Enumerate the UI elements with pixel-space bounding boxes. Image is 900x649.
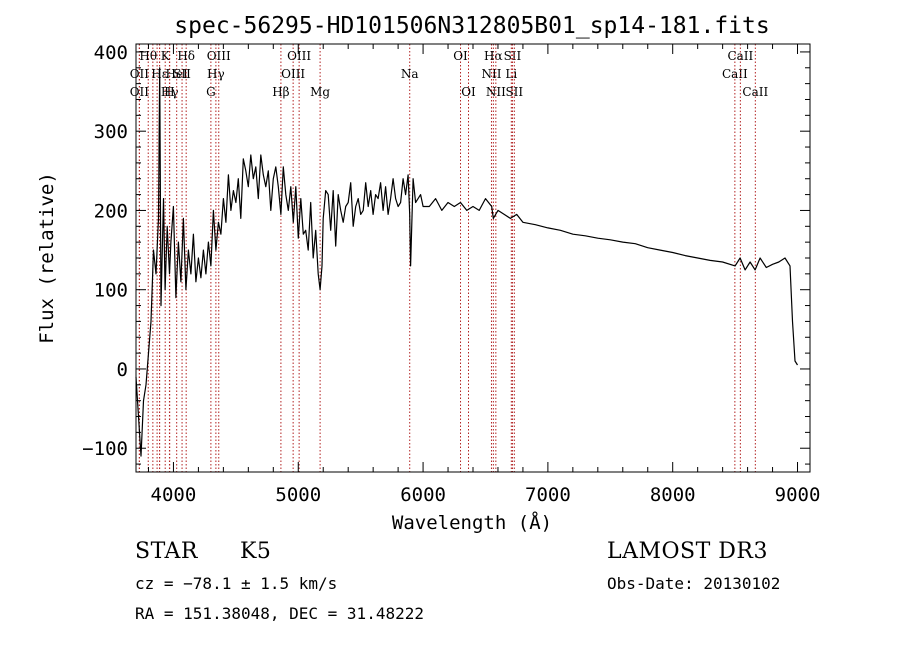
y-tick-label: 100 — [94, 280, 128, 302]
line-marker-label: CaII — [727, 49, 753, 63]
x-axis-ticks: 4000 5000 6000 7000 8000 9000 — [147, 44, 821, 506]
line-marker-label: SII — [505, 85, 523, 99]
x-tick-label: 9000 — [775, 484, 821, 506]
sky-coordinates: RA = 151.38048, DEC = 31.48222 — [135, 604, 424, 623]
y-tick-label: −100 — [82, 438, 128, 460]
line-marker-label: CaII — [742, 85, 768, 99]
line-marker-label: OIII — [281, 67, 305, 81]
line-marker-label: CaII — [722, 67, 748, 81]
x-tick-label: 5000 — [275, 484, 321, 506]
line-marker-label: K — [161, 49, 171, 63]
line-marker-label: H — [164, 85, 174, 99]
line-marker-label: OII — [130, 67, 150, 81]
x-tick-label: 7000 — [525, 484, 571, 506]
line-marker-label: OIII — [207, 49, 231, 63]
y-tick-label: 200 — [94, 200, 128, 222]
line-marker-label: G — [206, 85, 216, 99]
line-marker-label: NII — [481, 67, 501, 81]
x-tick-label: 6000 — [400, 484, 446, 506]
y-tick-label: 300 — [94, 121, 128, 143]
line-marker-label: Hθ — [139, 49, 157, 63]
y-tick-label: 0 — [117, 359, 128, 381]
x-tick-label: 4000 — [151, 484, 197, 506]
line-marker-label: Hγ — [161, 85, 179, 99]
x-tick-label: 8000 — [650, 484, 696, 506]
chart-title: spec-56295-HD101506N312805B01_sp14-181.f… — [174, 13, 769, 39]
line-marker-label: SII — [504, 49, 522, 63]
spectrum-line — [135, 67, 799, 457]
survey-name: LAMOST DR3 — [607, 539, 768, 564]
y-tick-label: 400 — [94, 42, 128, 64]
y-axis-ticks: −100 0 100 200 300 400 — [82, 42, 810, 465]
object-subclass: K5 — [240, 539, 272, 564]
line-marker-label: OIII — [287, 49, 311, 63]
line-marker-label: Hα — [484, 49, 503, 63]
line-marker-label: Na — [401, 67, 419, 81]
line-marker-label: NII — [486, 85, 506, 99]
line-marker-label: Li — [505, 67, 517, 81]
plot-frame — [135, 43, 811, 473]
object-class: STAR — [135, 539, 198, 564]
y-axis-label: Flux (relative) — [36, 172, 58, 344]
line-marker-label: Hδ — [177, 49, 195, 63]
line-marker-label: Hγ — [207, 67, 225, 81]
line-marker-label: HeI — [166, 67, 189, 81]
emission-line-markers: HθOIIOIIHεKHγHHeISIIHδGHγOIIIHβOIIIOIIIM… — [130, 44, 768, 472]
line-marker-label: OII — [130, 85, 150, 99]
x-axis-label: Wavelength (Å) — [392, 511, 552, 534]
spectrum-series — [135, 67, 799, 457]
line-marker-label: Hβ — [272, 85, 289, 99]
line-marker-label: SII — [173, 67, 191, 81]
line-marker-label: OI — [453, 49, 468, 63]
radial-velocity: cz = −78.1 ± 1.5 km/s — [135, 574, 338, 593]
line-marker-label: OI — [461, 85, 476, 99]
observation-date: Obs-Date: 20130102 — [607, 574, 781, 593]
line-marker-label: Mg — [310, 85, 330, 99]
